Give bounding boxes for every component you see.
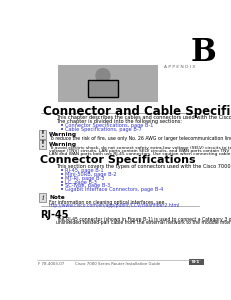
FancyBboxPatch shape <box>88 80 118 97</box>
Text: Mini-50RB, page B-2: Mini-50RB, page B-2 <box>64 172 116 177</box>
FancyBboxPatch shape <box>39 140 46 149</box>
Text: B-1: B-1 <box>192 260 201 264</box>
FancyBboxPatch shape <box>39 130 46 139</box>
Text: F 78-4003-07: F 78-4003-07 <box>38 262 64 266</box>
Text: !: ! <box>40 140 44 149</box>
Text: LC, page B-3: LC, page B-3 <box>64 179 96 184</box>
Text: i: i <box>41 194 44 202</box>
Text: Cisco 7000 Series Router Installation Guide: Cisco 7000 Series Router Installation Gu… <box>76 262 161 266</box>
Text: Connector and Cable Specifications: Connector and Cable Specifications <box>43 104 231 118</box>
Text: Warning: Warning <box>49 132 77 137</box>
Text: unshielded twisted-pair cable from the external network to the module interface : unshielded twisted-pair cable from the e… <box>56 220 231 225</box>
Text: •: • <box>60 127 64 133</box>
Text: B: B <box>190 37 216 68</box>
Text: voltage (TNV) circuits. LAN ports contain SELV circuits, and WAN ports contain T: voltage (TNV) circuits. LAN ports contai… <box>49 149 231 153</box>
Text: •: • <box>60 172 64 178</box>
Text: Gigabit Interface Connectors, page B-4: Gigabit Interface Connectors, page B-4 <box>64 187 163 192</box>
Text: •: • <box>60 183 64 189</box>
Text: To avoid electric shock, do not connect safety extra-low voltage (SELV) circuits: To avoid electric shock, do not connect … <box>49 146 231 151</box>
Text: LAN and WAN ports both use RJ-45 connectors. Use caution when connecting cables.: LAN and WAN ports both use RJ-45 connect… <box>49 152 231 156</box>
Text: To reduce the risk of fire, use only No. 26 AWG or larger telecommunication line: To reduce the risk of fire, use only No.… <box>49 136 231 142</box>
Text: !: ! <box>40 130 44 139</box>
Text: A P P E N D I X: A P P E N D I X <box>164 65 196 69</box>
Text: •: • <box>60 179 64 185</box>
Text: RJ-45, page B-1: RJ-45, page B-1 <box>64 168 103 173</box>
Text: Connector Specifications: Connector Specifications <box>40 155 196 165</box>
Text: •: • <box>60 123 64 129</box>
Text: Warning: Warning <box>49 142 77 147</box>
Text: The chapter is divided into the following sections:: The chapter is divided into the followin… <box>56 119 182 124</box>
Text: •: • <box>60 187 64 193</box>
Text: The RJ-45 connector (shown in Figure B-1) is used to connect a Category 3 or Cat: The RJ-45 connector (shown in Figure B-1… <box>56 217 231 222</box>
Circle shape <box>96 69 110 82</box>
Text: For information on cleaning optical interfaces, see: For information on cleaning optical inte… <box>49 200 164 205</box>
Text: SC-Type, page B-3: SC-Type, page B-3 <box>64 183 110 188</box>
Text: This section covers the types of connectors used with the Cisco 7000 series rout: This section covers the types of connect… <box>56 164 231 169</box>
Text: http://www.cisco.com/en/app/public/CCV/cleanfiber2.html: http://www.cisco.com/en/app/public/CCV/c… <box>49 203 180 208</box>
Text: •: • <box>60 176 64 182</box>
Text: MT-RJ, page B-3: MT-RJ, page B-3 <box>64 176 104 181</box>
Text: RJ-45: RJ-45 <box>40 210 69 220</box>
FancyBboxPatch shape <box>39 194 46 202</box>
FancyBboxPatch shape <box>58 65 158 102</box>
Text: This chapter describes the cables and connectors used with the Cisco 7000 series: This chapter describes the cables and co… <box>56 115 231 120</box>
Text: Cable Specifications, page B-7: Cable Specifications, page B-7 <box>64 127 141 132</box>
FancyBboxPatch shape <box>189 259 204 265</box>
Text: Note: Note <box>49 195 65 200</box>
Text: Connector Specifications, page B-1: Connector Specifications, page B-1 <box>64 123 153 128</box>
Text: •: • <box>60 168 64 174</box>
